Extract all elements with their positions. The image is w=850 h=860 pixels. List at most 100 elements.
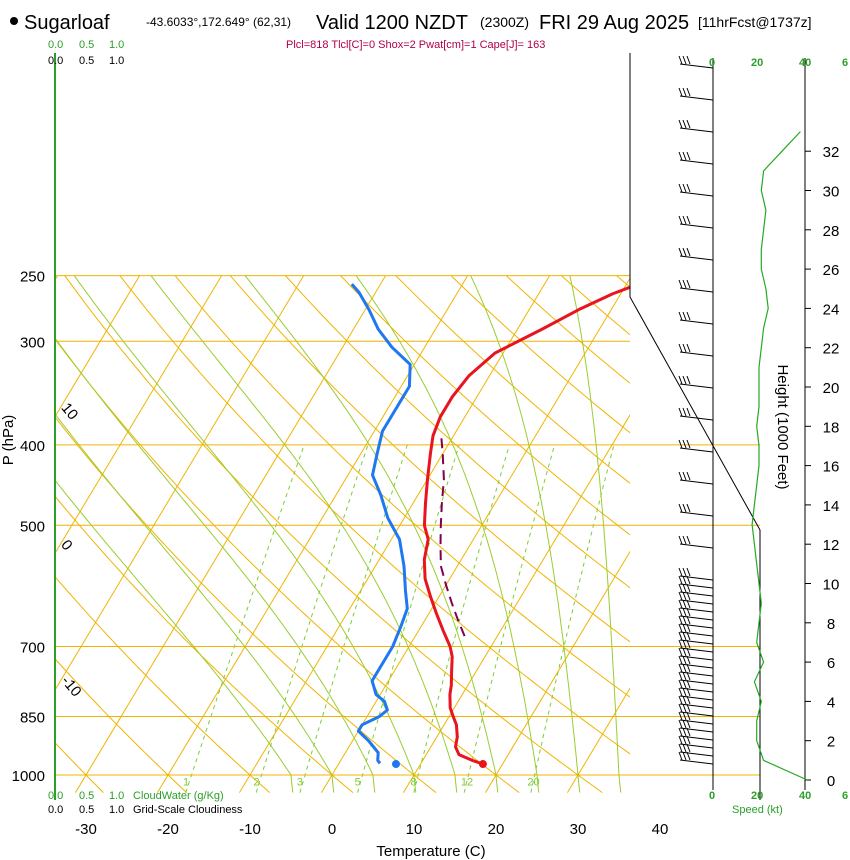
y-axis-label: P (hPa) — [0, 415, 17, 466]
temperature-tick-label: 30 — [570, 821, 587, 838]
wind-barb — [678, 623, 714, 637]
height-tick-label: 10 — [823, 577, 840, 594]
wind-barb — [678, 215, 714, 229]
dry-adiabat-line — [0, 276, 20, 793]
mixing-ratio-label: 12 — [461, 777, 473, 789]
height-tick-label: 12 — [823, 537, 840, 554]
mixing-ratio-line — [255, 444, 369, 793]
isotherm-label: 0 — [57, 537, 75, 554]
top-speed-tick-3: 6 — [842, 57, 848, 69]
isotherm-label: -10 — [58, 673, 85, 701]
mixing-ratio-label: 8 — [410, 777, 416, 789]
dry-adiabat-line — [119, 275, 630, 755]
bottom-cloudiness-tick-1: 0.5 — [79, 804, 94, 816]
isotherm-line — [55, 275, 141, 418]
temperature-tick-label: -30 — [75, 821, 97, 838]
mixing-ratio-label: 20 — [527, 777, 539, 789]
isotherm-line — [403, 414, 630, 793]
pressure-tick-label: 250 — [20, 269, 45, 286]
temperature-tick-label: 0 — [328, 821, 336, 838]
wind-barb — [678, 607, 714, 621]
dry-adiabat-line — [55, 741, 104, 793]
isotherm-lines — [55, 275, 850, 793]
speed-label: Speed (kt) — [732, 804, 783, 816]
top-cloudiness-tick-2: 1.0 — [109, 55, 124, 67]
surface-temperature-marker — [478, 760, 487, 769]
legend-strips: 0.0 0.5 1.0 0.0 0.5 1.0 0.0 0.5 1.0 Clou… — [48, 39, 848, 816]
top-speed-tick-0: 0 — [709, 57, 715, 69]
wind-barbs — [678, 55, 714, 765]
mixing-ratio-line — [463, 444, 555, 793]
wind-speed-line — [751, 131, 808, 781]
dry-adiabat-line — [64, 275, 603, 794]
dewpoint-line — [350, 283, 412, 765]
wind-barb — [678, 87, 714, 101]
temperature-tick-label: 10 — [406, 821, 423, 838]
height-tick-label: 16 — [823, 459, 840, 476]
wind-barb — [678, 599, 714, 613]
wind-barb — [678, 703, 714, 717]
wind-barb — [678, 583, 714, 597]
isotherm-line — [485, 550, 630, 793]
surface-dewpoint-marker — [391, 760, 400, 769]
wind-barb — [678, 407, 714, 421]
height-tick-label: 28 — [823, 223, 840, 240]
wind-barb — [678, 655, 714, 669]
wind-barb — [678, 751, 714, 765]
isotherm-line — [239, 275, 551, 793]
isotherm-line — [157, 275, 469, 793]
top-speed-tick-2: 40 — [799, 57, 811, 69]
temperature-tick-label: 40 — [652, 821, 669, 838]
temperature-tick-label: -10 — [239, 821, 261, 838]
bottom-cloudiness-tick-2: 1.0 — [109, 804, 124, 816]
moist-adiabat-line — [470, 275, 581, 793]
pressure-tick-label: 850 — [20, 709, 45, 726]
top-cloudiness-tick-0: 0.0 — [48, 55, 63, 67]
top-cloudiness-tick-1: 0.5 — [79, 55, 94, 67]
dry-adiabat-line — [395, 275, 630, 484]
dry-adiabat-line — [55, 576, 271, 793]
pressure-tick-label: 400 — [20, 438, 45, 455]
station-coords: -43.6033°,172.649° (62,31) — [146, 15, 291, 29]
isotherm-line — [567, 687, 630, 793]
mixing-ratio-line — [530, 444, 615, 793]
dry-adiabat-line — [616, 275, 630, 288]
moist-adiabat-line — [569, 275, 622, 793]
pressure-tick-label: 1000 — [12, 768, 45, 785]
dry-adiabat-line — [229, 275, 630, 643]
moist-adiabat-line — [73, 275, 417, 793]
height-tick-label: 20 — [823, 380, 840, 397]
mixing-ratio-line — [357, 444, 460, 793]
mixing-ratio-label: 1 — [183, 777, 189, 789]
wind-barb — [678, 687, 714, 701]
mixing-ratio-line — [185, 444, 305, 793]
pressure-tick-labels: 250 300 400 500 700 850 1000 — [12, 269, 45, 785]
station-name: Sugarloaf — [24, 12, 110, 34]
wind-barb — [678, 183, 714, 197]
mixing-ratio-label: 3 — [297, 777, 303, 789]
isotherm-line — [649, 276, 850, 793]
bottom-cloudwater-tick-2: 1.0 — [109, 790, 124, 802]
dry-adiabat-line — [285, 275, 630, 589]
wind-barb — [678, 247, 714, 261]
wind-barb — [678, 711, 714, 725]
dry-adiabat-line — [340, 275, 630, 536]
wind-barb — [678, 663, 714, 677]
dry-adiabats — [0, 275, 630, 794]
wind-barb — [678, 735, 714, 749]
bottom-speed-tick-1: 20 — [751, 790, 763, 802]
pressure-tick-label: 300 — [20, 334, 45, 351]
wind-barb — [678, 567, 714, 581]
wind-barb — [678, 311, 714, 325]
moist-adiabat-line — [55, 479, 294, 793]
pressure-tick-label: 500 — [20, 518, 45, 535]
top-cloudwater-tick-2: 1.0 — [109, 39, 124, 51]
parcel-line — [439, 435, 466, 637]
dry-adiabat-line — [505, 275, 630, 384]
isotherm-line — [321, 277, 630, 793]
axes: Temperature (C) P (hPa) Height (1000 Fee… — [0, 53, 791, 860]
height-tick-label: 4 — [827, 694, 835, 711]
